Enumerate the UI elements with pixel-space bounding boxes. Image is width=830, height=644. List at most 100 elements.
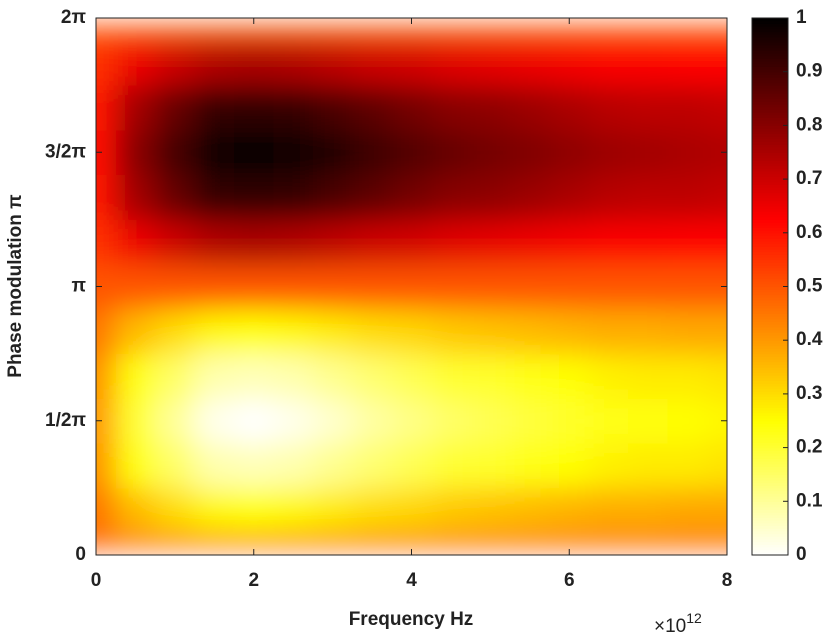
- colorbar-swatch: [752, 482, 788, 486]
- heat-cell: [194, 532, 235, 548]
- colorbar-swatch: [752, 130, 788, 135]
- colorbar-swatch: [752, 447, 788, 451]
- heat-cell: [588, 40, 629, 86]
- heat-cell: [510, 40, 551, 86]
- heat-cell: [431, 532, 472, 548]
- heat-cell: [312, 308, 353, 355]
- colorbar-tick-label: 0.5: [796, 276, 823, 297]
- heat-cell: [628, 443, 669, 489]
- heat-cell: [588, 129, 629, 176]
- heat-cell: [470, 40, 511, 86]
- colorbar-swatch: [752, 87, 788, 92]
- heat-cell: [707, 129, 727, 176]
- colorbar-swatch: [752, 541, 788, 545]
- heat-cell: [96, 129, 117, 176]
- heat-cell: [588, 85, 629, 131]
- heat-cell: [155, 487, 196, 534]
- heat-cell: [194, 40, 235, 86]
- colorbar-swatch: [752, 337, 788, 341]
- heat-cell: [510, 219, 551, 265]
- colorbar-swatch: [752, 294, 788, 298]
- heat-cell: [470, 398, 511, 444]
- colorbar-swatch: [752, 101, 788, 105]
- colorbar-swatch: [752, 498, 788, 502]
- colorbar-swatch: [752, 501, 788, 505]
- heat-cell: [707, 443, 727, 489]
- colorbar-tick-label: 0.4: [796, 329, 823, 350]
- colorbar-swatch: [752, 302, 788, 306]
- x-tick-label: 0: [91, 570, 102, 591]
- colorbar-swatch: [752, 111, 788, 116]
- colorbar-swatch: [752, 122, 788, 126]
- colorbar-swatch: [752, 514, 788, 519]
- colorbar-swatch: [752, 485, 788, 489]
- colorbar-swatch: [752, 299, 788, 304]
- heat-cell: [115, 219, 156, 265]
- heat-cell: [667, 353, 708, 399]
- colorbar-swatch: [752, 281, 788, 285]
- heat-cell: [667, 219, 708, 265]
- heat-cell: [312, 443, 353, 489]
- heat-cell: [273, 443, 314, 489]
- colorbar-swatch: [752, 187, 788, 191]
- colorbar-swatch: [752, 316, 788, 320]
- x-multiplier-base: ×10: [654, 616, 686, 637]
- colorbar-swatch: [752, 283, 788, 288]
- colorbar-swatch: [752, 39, 788, 43]
- colorbar-swatch: [752, 310, 788, 314]
- heat-cell: [312, 85, 353, 131]
- colorbar-swatch: [752, 396, 788, 400]
- heat-cell: [194, 487, 235, 534]
- colorbar-swatch: [752, 326, 788, 331]
- colorbar-swatch: [752, 399, 788, 403]
- colorbar-tick-label: 0.7: [796, 168, 822, 189]
- colorbar-tick-label: 0.9: [796, 61, 822, 82]
- colorbar-swatch: [752, 79, 788, 84]
- colorbar-tick-label: 0.1: [796, 490, 823, 511]
- colorbar-swatch: [752, 251, 788, 255]
- colorbar-swatch: [752, 469, 788, 473]
- heat-cell: [707, 85, 727, 131]
- heat-cell: [510, 85, 551, 131]
- heat-cell: [115, 174, 156, 220]
- heat-cell: [588, 174, 629, 220]
- colorbar-swatch: [752, 152, 788, 156]
- colorbar-swatch: [752, 95, 788, 100]
- heat-cell: [510, 174, 551, 220]
- heat-cell: [115, 85, 156, 131]
- colorbar-swatch: [752, 313, 788, 317]
- colorbar-swatch: [752, 377, 788, 382]
- y-tick-label: 2π: [61, 7, 87, 28]
- colorbar-swatch: [752, 248, 788, 253]
- colorbar-swatch: [752, 490, 788, 494]
- colorbar-swatch: [752, 345, 788, 349]
- colorbar-swatch: [752, 26, 788, 30]
- colorbar-swatch: [752, 361, 788, 365]
- colorbar-swatch: [752, 85, 788, 89]
- heat-cell: [588, 264, 629, 310]
- heat-cell: [431, 487, 472, 534]
- colorbar-swatch: [752, 114, 788, 118]
- heat-cell: [352, 174, 393, 220]
- colorbar-swatch: [752, 463, 788, 467]
- heat-cell: [431, 264, 472, 310]
- colorbar-swatch: [752, 222, 788, 226]
- heat-cell: [96, 398, 117, 444]
- colorbar-swatch: [752, 358, 788, 363]
- heat-cell: [312, 532, 353, 548]
- colorbar-swatch: [752, 388, 788, 392]
- colorbar-swatch: [752, 31, 788, 35]
- colorbar-swatch: [752, 171, 788, 175]
- colorbar-swatch: [752, 23, 788, 27]
- colorbar-swatch: [752, 380, 788, 384]
- heat-cell: [470, 174, 511, 220]
- heat-cell: [352, 353, 393, 399]
- colorbar-swatch: [752, 157, 788, 161]
- heat-cell: [588, 353, 629, 399]
- heat-cell: [273, 532, 314, 548]
- colorbar-swatch: [752, 71, 788, 75]
- colorbar-swatch: [752, 160, 788, 164]
- colorbar-swatch: [752, 393, 788, 398]
- heat-cell: [234, 487, 274, 534]
- heat-cell: [312, 174, 353, 220]
